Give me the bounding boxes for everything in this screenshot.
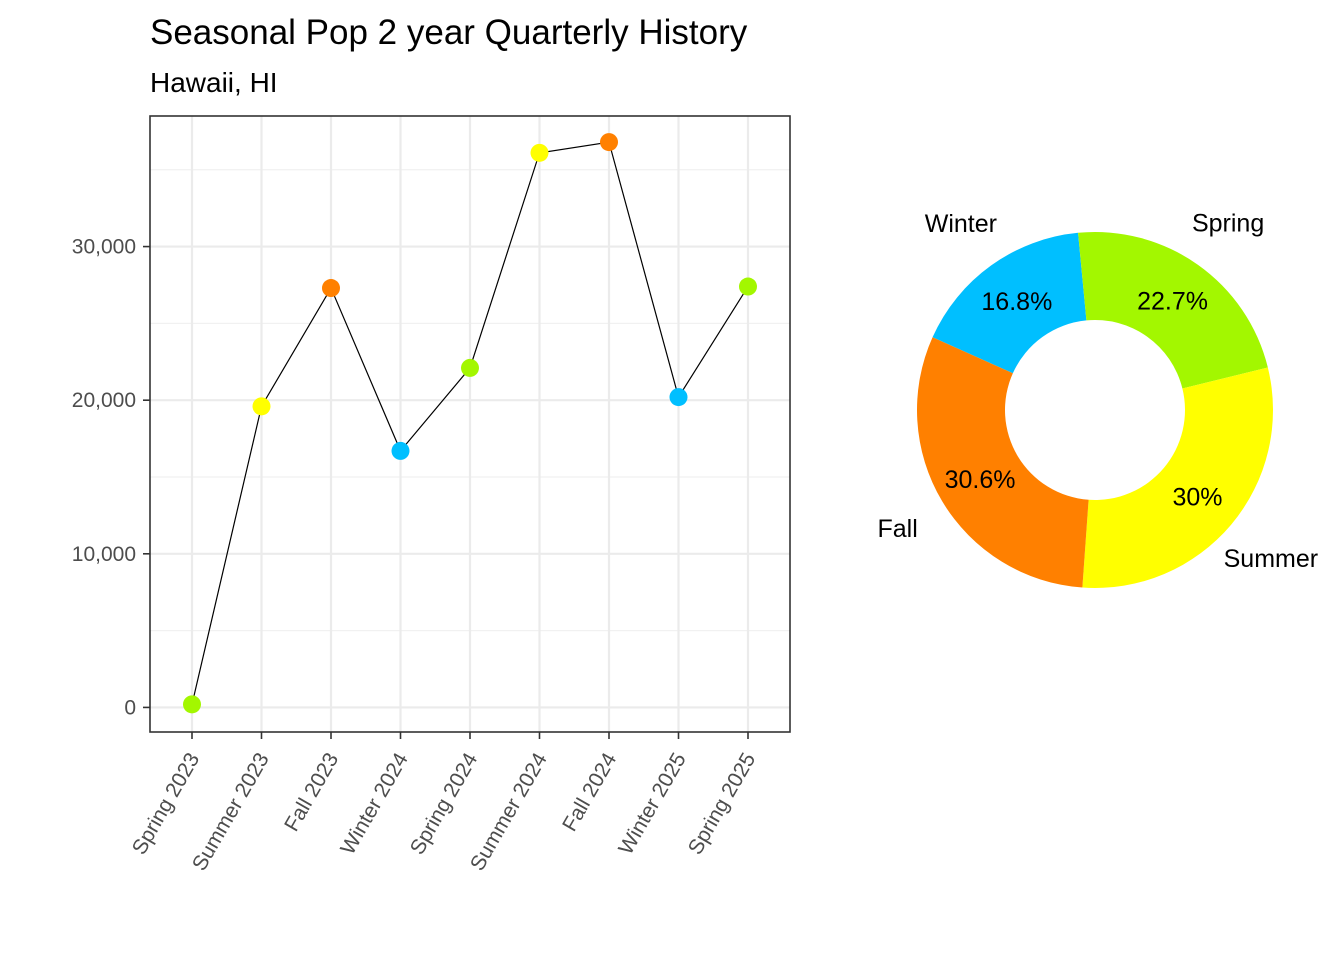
- x-tick-label: Winter 2024: [336, 749, 413, 859]
- slice-name-label: Summer: [1224, 545, 1318, 573]
- slice-name-label: Winter: [925, 210, 997, 238]
- data-point-3: [322, 279, 340, 298]
- chart-title: Seasonal Pop 2 year Quarterly History: [150, 13, 748, 52]
- y-tick-label: 20,000: [72, 389, 136, 412]
- x-tick-label: Winter 2025: [614, 749, 691, 859]
- slice-percent-label: 30%: [1172, 483, 1222, 511]
- data-point-8: [669, 388, 688, 407]
- y-tick-label: 10,000: [72, 543, 136, 566]
- data-point-4: [391, 441, 410, 460]
- slice-percent-label: 30.6%: [945, 466, 1016, 494]
- chart-subtitle: Hawaii, HI: [150, 67, 278, 98]
- slice-percent-label: 22.7%: [1137, 288, 1208, 316]
- x-tick-label: Summer 2024: [466, 749, 552, 875]
- donut-chart-panel: 16.8% Winter 22.7% Spring 30% Summer 30.6% Fall: [878, 209, 1318, 588]
- x-tick-label: Spring 2023: [128, 749, 205, 859]
- x-tick-label: Summer 2023: [188, 749, 274, 875]
- slice-percent-label: 16.8%: [981, 288, 1052, 316]
- data-point-1: [183, 695, 201, 714]
- data-point-2: [252, 397, 271, 416]
- x-tick-label: Fall 2024: [558, 749, 621, 836]
- data-point-5: [461, 358, 479, 377]
- x-tick-label: Fall 2023: [280, 749, 343, 835]
- donut-slice-summer: [1082, 367, 1273, 588]
- x-tick-label: Spring 2025: [684, 749, 761, 859]
- slice-name-label: Spring: [1192, 209, 1264, 237]
- donut-slice-fall: [916, 337, 1089, 588]
- slice-name-label: Fall: [878, 515, 918, 543]
- y-tick-label: 30,000: [72, 236, 136, 259]
- y-tick-label: 0: [124, 696, 136, 719]
- donut-slice-spring: [1078, 232, 1268, 389]
- data-point-9: [739, 277, 757, 296]
- x-tick-label: Spring 2024: [406, 749, 483, 859]
- donut-slice-winter: [932, 232, 1087, 374]
- data-point-6: [530, 143, 549, 162]
- data-point-7: [600, 133, 618, 152]
